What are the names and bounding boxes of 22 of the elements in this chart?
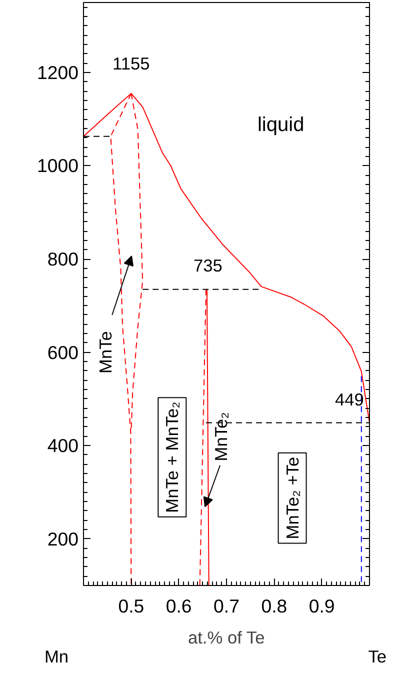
y-tick-label: 1200 [36,62,79,83]
y-tick-label: 800 [47,248,79,270]
annotation: liquid [257,114,304,136]
x-axis-title: at.% of Te [188,628,265,648]
x-tick-label: 0.7 [214,596,240,616]
x-tick-label: 0.6 [166,596,192,616]
annotation: MnTe [96,331,116,374]
y-tick-label: 200 [47,528,79,550]
annotation: MnTe₂ [211,412,232,462]
annotation: MnTe + MnTe₂ [162,402,182,513]
y-tick-label: 400 [47,435,79,456]
annotation: 735 [194,255,222,276]
x-tick-label: 0.8 [261,596,288,616]
text: Te [368,646,387,666]
annotation: 1155 [112,53,150,74]
x-tick-label: 0.9 [308,596,335,616]
text: Mn [44,646,69,666]
x-tick-label: 0.5 [118,596,144,616]
y-tick-label: 1000 [36,155,79,176]
annotation: MnTe₂ +Te [282,456,302,540]
annotation: 449 [334,390,364,410]
y-tick-label: 600 [47,342,79,363]
